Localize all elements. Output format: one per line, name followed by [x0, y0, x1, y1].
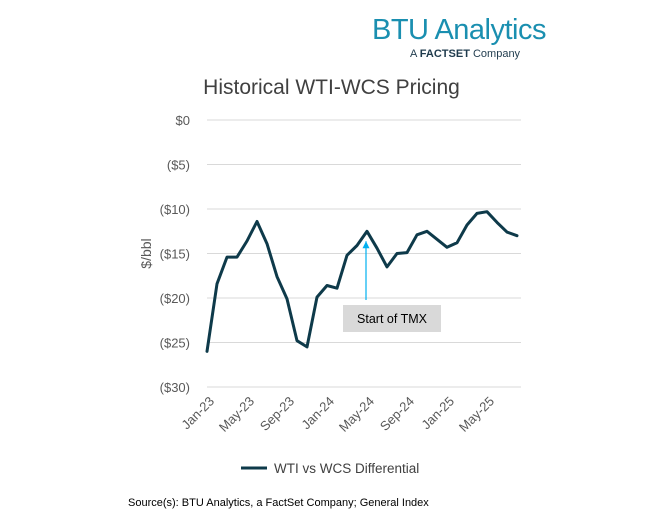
x-tick-label: May-24	[336, 394, 377, 435]
logo-tagline-brand: FACTSET	[419, 48, 470, 60]
x-tick-label: Sep-24	[377, 394, 417, 434]
chart-title: Historical WTI-WCS Pricing	[203, 76, 460, 99]
y-tick-label: ($20)	[160, 291, 190, 306]
x-tick-label: Jan-25	[418, 394, 457, 433]
brand-logo: BTU Analytics A FACTSET Company	[372, 14, 547, 60]
logo-tagline-suffix: Company	[469, 48, 521, 60]
series-line	[205, 210, 519, 353]
legend-label: WTI vs WCS Differential	[274, 461, 419, 476]
annotation-arrowhead	[362, 241, 370, 249]
annotation-label: Start of TMX	[357, 312, 428, 326]
y-tick-label: ($10)	[160, 202, 190, 217]
y-tick-label: $0	[176, 113, 190, 128]
annotation-box	[343, 305, 441, 332]
x-tick-label: Jan-23	[178, 394, 217, 433]
y-tick-label: ($30)	[160, 380, 190, 395]
x-tick-label: Jan-24	[298, 394, 337, 433]
x-tick-label: Sep-23	[257, 394, 297, 434]
x-tick-label: May-23	[216, 394, 257, 435]
y-tick-label: ($5)	[167, 158, 190, 173]
y-axis-label: $/bbl	[138, 238, 154, 268]
source-note: Source(s): BTU Analytics, a FactSet Comp…	[128, 497, 429, 509]
logo-tagline: A FACTSET Company	[410, 48, 520, 60]
logo-wordmark: BTU Analytics	[372, 14, 547, 46]
y-tick-label: ($25)	[160, 336, 190, 351]
x-tick-label: May-25	[456, 394, 497, 435]
logo-tagline-prefix: A	[410, 48, 420, 60]
y-tick-label: ($15)	[160, 247, 190, 262]
